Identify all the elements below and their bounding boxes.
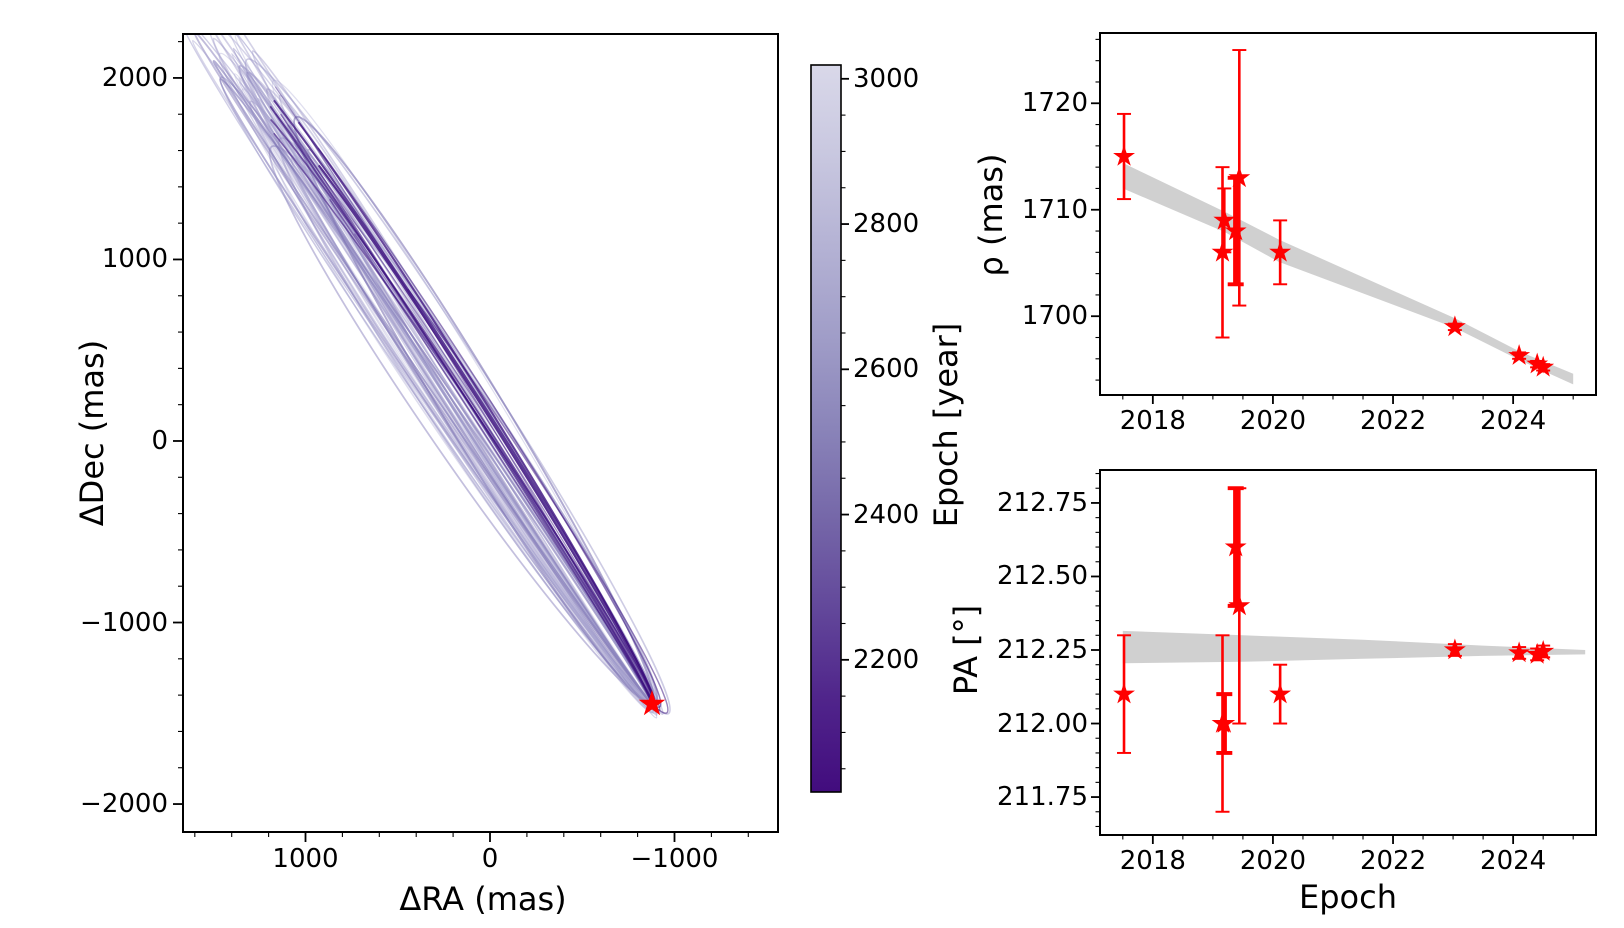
orbit-sample [226,34,658,719]
orbit-sample [238,77,658,715]
rho-data-star [1211,240,1234,262]
rho-data-star [1532,355,1555,377]
pa-data-star [1508,641,1531,663]
pa-ytick-label: 212.75 [997,487,1088,518]
orbit-ytick-label: −2000 [80,789,168,820]
rho-spines [1099,32,1597,396]
colorbar-tick-label: 2800 [853,209,920,240]
pa-data-star [1526,642,1549,664]
rho-ytick-label: 1700 [1021,301,1088,332]
orbit-xtick-label: −1000 [630,844,719,874]
orbit-ytick-label: 2000 [101,62,168,93]
rho-xtick-label: 2022 [1359,406,1427,436]
pa-data-star [1224,535,1247,557]
colorbar-outline [810,64,842,793]
orbit-sample [218,52,654,713]
orbit-ytick-label: 0 [151,425,168,456]
orbit-early-arc [317,164,656,707]
orbit-ellipse [241,88,656,715]
orbit-xtick-label: 1000 [272,844,339,874]
orbit-early-arc [275,113,653,705]
pa-data-star [1228,594,1251,616]
rho-ytick-label: 1710 [1021,194,1088,225]
colorbar-label: Epoch [year] [927,322,965,528]
pa-ytick-label: 212.00 [997,708,1088,739]
primary-star-marker [638,690,666,716]
pa-ytick-label: 212.25 [997,635,1088,665]
orbit-sample [191,39,658,717]
pa-xlabel: Epoch [1299,878,1397,916]
rho-ytick-label: 1720 [1021,88,1088,119]
rho-data-star [1213,208,1236,230]
orbit-spines [182,33,779,833]
pa-xtick-label: 2018 [1119,846,1186,876]
pa-ylabel: PA [°] [947,604,985,696]
orbit-early-arc [407,288,669,714]
colorbar-tick-label: 2200 [853,644,920,675]
orbit-early-arc [280,113,653,705]
rho-data-star [1228,166,1251,188]
rho-xtick-label: 2020 [1239,406,1307,436]
orbit-early-arc [270,118,653,705]
orbit-early-arc [273,132,654,705]
pa-ytick-label: 212.50 [997,561,1088,592]
pa-xtick-label: 2024 [1480,846,1547,876]
orbit-ylabel: ΔDec (mas) [73,339,111,527]
orbit-xlabel: ΔRA (mas) [399,880,567,918]
orbit-ellipse [191,39,658,717]
orbit-xtick-label: 0 [481,844,499,874]
rho-model-band [1122,162,1574,385]
colorbar-tick-label: 2600 [853,354,920,385]
colorbar-tick-label: 3000 [853,63,920,94]
pa-data-star [1113,682,1135,704]
orbit-early-arc [353,233,661,712]
pa-data-star [1213,712,1236,733]
orbit-ytick-label: 1000 [101,244,168,275]
rho-data-star [1269,240,1292,262]
orbit-early-arc [317,147,662,708]
pa-spines [1099,469,1597,836]
rho-data-star [1526,352,1549,374]
colorbar-tick-label: 2400 [853,499,920,530]
rho-data-star [1508,344,1531,365]
orbit-ytick-label: −1000 [80,607,168,638]
pa-xtick-label: 2020 [1239,846,1307,876]
pa-data-star [1443,638,1466,660]
rho-data-star [1113,145,1135,166]
rho-xtick-label: 2018 [1119,406,1186,436]
rho-xtick-label: 2024 [1480,406,1547,436]
orbit-ellipse [218,52,654,713]
orbit-ellipse [238,77,658,715]
pa-data-star [1269,682,1292,704]
orbit-cloud [183,34,671,719]
pa-ytick-label: 211.75 [997,782,1088,813]
rho-ylabel: ρ (mas) [972,153,1010,277]
colorbar-gradient-bar [811,65,841,792]
orbit-sample [241,88,656,715]
orbit-ellipse [226,34,658,719]
orbit-early-arc [269,105,654,705]
pa-data-star [1532,640,1555,661]
rho-data-star [1224,219,1247,241]
rho-data-star [1443,315,1466,337]
pa-xtick-label: 2022 [1359,846,1427,876]
